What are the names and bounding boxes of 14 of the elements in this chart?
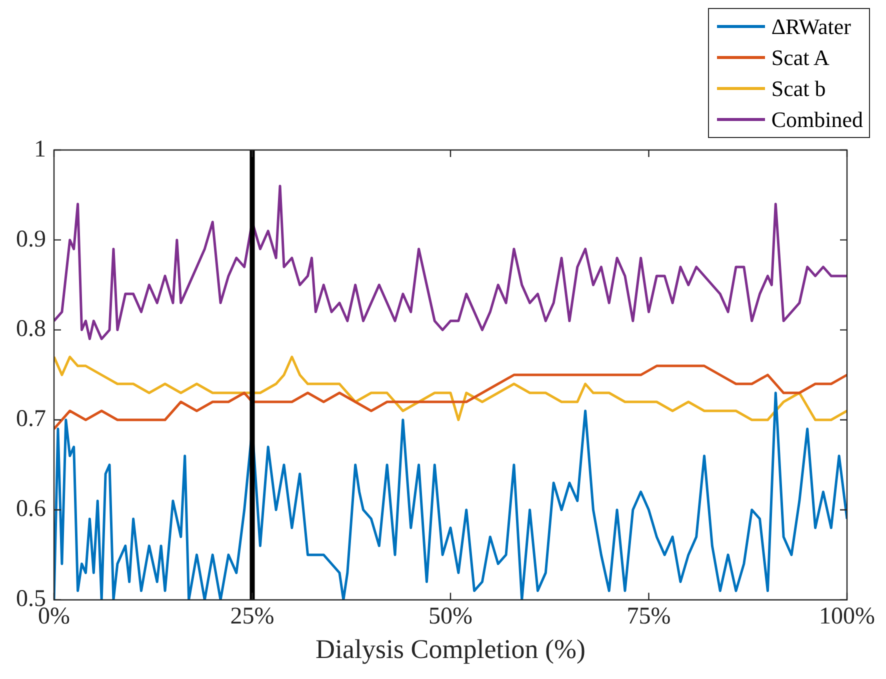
legend-label: Combined	[771, 106, 863, 134]
y-tick-label: 1	[34, 136, 46, 162]
legend-label: Scat A	[771, 44, 830, 72]
y-tick-label: 0.9	[16, 226, 46, 252]
legend-label: ΔRWater	[771, 13, 851, 41]
x-tick-label: 25%	[230, 603, 274, 630]
legend-label: Scat b	[771, 75, 826, 103]
y-tick-label: 0.6	[16, 496, 46, 522]
y-tick-label: 0.7	[16, 406, 46, 432]
x-tick-label: 50%	[428, 603, 472, 630]
y-tick-label: 0.8	[16, 316, 46, 342]
x-axis-title: Dialysis Completion (%)	[316, 634, 586, 664]
x-tick-label: 75%	[626, 603, 671, 630]
x-tick-label: 100%	[819, 603, 876, 630]
